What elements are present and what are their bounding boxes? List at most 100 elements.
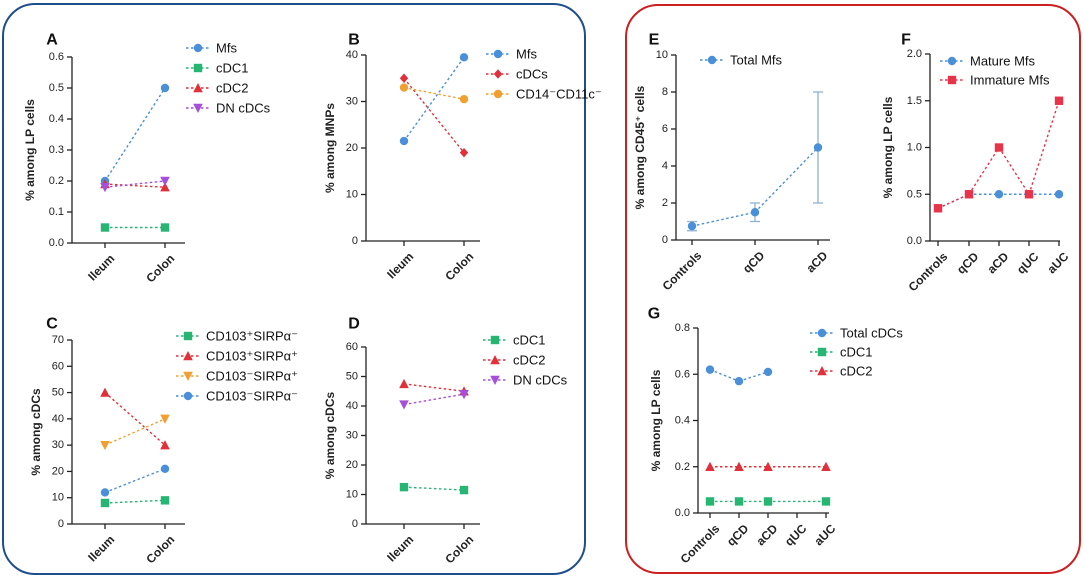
legend-label: cDC1 <box>216 61 249 76</box>
legend-label: Mature Mfs <box>970 54 1036 69</box>
legend-label: Immature Mfs <box>970 73 1050 88</box>
x-tick-label: qCD <box>954 249 982 277</box>
y-axis-label: % among LP cells <box>649 369 663 471</box>
series-mfs <box>100 83 170 186</box>
series-cdc2 <box>705 461 831 471</box>
legend-label: DN cDCs <box>513 373 568 388</box>
y-tick-label: 0.5 <box>907 188 922 200</box>
series-line <box>754 147 819 213</box>
legend-marker <box>490 335 500 345</box>
y-tick-label: 50 <box>52 387 64 399</box>
x-tick-label: Colon <box>442 249 476 283</box>
x-tick-label: aCD <box>803 248 830 275</box>
series-line <box>937 193 970 209</box>
y-tick-label: 0.0 <box>49 237 64 249</box>
panel-letter-e: E <box>649 32 660 49</box>
data-point <box>964 190 974 199</box>
y-tick-label: 10 <box>52 492 64 504</box>
x-tick-label: aCD <box>753 521 780 548</box>
y-axis-label: % among LP cells <box>881 96 895 198</box>
data-point <box>100 183 110 193</box>
y-tick-label: 20 <box>52 465 64 477</box>
data-point <box>100 488 110 497</box>
legend-marker <box>193 63 203 73</box>
data-point <box>399 73 409 83</box>
series-line <box>738 371 769 382</box>
panel-g: G 0.0 0.2 0.4 0.6 0.8 % among LP cells Controls… <box>648 306 904 567</box>
series-line <box>104 392 166 446</box>
series-line <box>104 180 166 188</box>
series-line <box>968 147 1000 195</box>
panel-letter-c: C <box>46 316 58 333</box>
y-tick-label: 70 <box>52 334 64 346</box>
charts-layer: A 0.0 0.1 0.2 0.3 0.4 0.5 0.6 % among LP cells Il… <box>23 32 1072 567</box>
y-tick-label: 0.8 <box>675 322 690 334</box>
legend-label: cDC1 <box>840 345 873 360</box>
legend-item: DN cDCs <box>483 373 568 388</box>
data-point <box>821 461 831 471</box>
legend-item: CD103⁺SIRPα⁻ <box>176 329 298 344</box>
legend-label: CD103⁻SIRPα⁺ <box>206 369 298 384</box>
y-tick-label: 0.6 <box>49 51 64 63</box>
series-line <box>1028 100 1060 195</box>
legend-marker <box>193 43 203 53</box>
y-tick-label: 2 <box>662 197 668 209</box>
data-point <box>160 83 170 93</box>
y-tick-label: 0.1 <box>49 206 64 218</box>
legend-item: Total Mfs <box>700 53 783 68</box>
data-point <box>933 204 943 213</box>
y-tick-label: 40 <box>346 49 358 61</box>
data-point <box>705 365 715 374</box>
legend-item: cDC2 <box>483 353 546 368</box>
series-cd103-sirp- <box>100 387 170 450</box>
y-tick-label: 0.4 <box>675 415 690 427</box>
x-tick-label: qUC <box>1014 249 1042 277</box>
y-tick-label: 20 <box>346 459 358 471</box>
x-tick-label: Colon <box>143 251 177 285</box>
legend-marker <box>183 371 193 381</box>
x-tick-label: Controls <box>660 248 705 293</box>
data-point <box>459 390 469 400</box>
data-point <box>100 223 110 232</box>
data-point <box>994 190 1004 199</box>
panel-c: C 0 10 20 30 40 50 60 70 % among cDCs Ileum Colon CD… <box>29 316 298 567</box>
legend-item: cDC1 <box>186 61 249 76</box>
y-tick-label: 1.5 <box>907 95 922 107</box>
legend-label: CD103⁻SIRPα⁻ <box>206 389 298 404</box>
legend-item: cDC1 <box>810 345 873 360</box>
x-tick-label: Colon <box>143 532 177 566</box>
legend-label: cDC2 <box>513 353 546 368</box>
y-tick-label: 0.5 <box>49 82 64 94</box>
legend-marker <box>817 328 827 338</box>
panel-letter-b: B <box>348 32 360 49</box>
y-tick-label: 6 <box>662 123 668 135</box>
data-point <box>1054 190 1064 199</box>
legend-marker <box>947 56 957 66</box>
series-line <box>403 383 465 392</box>
legend-label: cDC2 <box>216 81 249 96</box>
series-mfs <box>399 53 469 146</box>
y-tick-label: 10 <box>346 189 358 201</box>
data-point <box>160 223 170 232</box>
series-line <box>998 147 1030 195</box>
data-point <box>459 147 469 158</box>
data-point <box>821 497 831 506</box>
series-line <box>709 368 740 382</box>
y-tick-label: 60 <box>346 341 358 353</box>
y-tick-label: 0.4 <box>49 113 64 125</box>
group-box-ileum-colon <box>2 3 586 575</box>
panel-a: A 0.0 0.1 0.2 0.3 0.4 0.5 0.6 % among LP cells Il… <box>23 32 271 286</box>
series-cdc1 <box>100 223 170 232</box>
x-tick-label: Ileum <box>384 249 416 281</box>
series-line <box>691 211 756 227</box>
y-tick-label: 30 <box>52 439 64 451</box>
data-point <box>994 143 1004 152</box>
data-point <box>1054 96 1064 105</box>
legend-marker <box>183 351 193 361</box>
legend-marker <box>493 49 503 59</box>
y-axis-label: % among cDCs <box>323 392 337 480</box>
legend-marker <box>817 347 827 357</box>
series-cd14-cd11c- <box>399 83 469 104</box>
series-cdc2 <box>399 378 469 396</box>
legend-marker <box>193 83 203 93</box>
